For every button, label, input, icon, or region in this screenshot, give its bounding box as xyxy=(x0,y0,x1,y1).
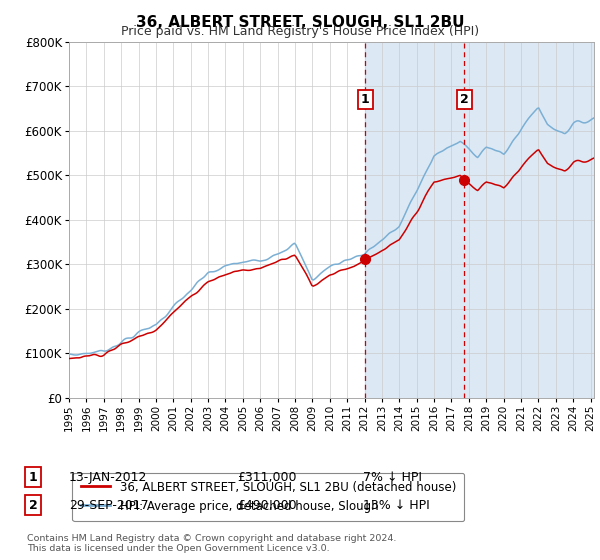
Text: Price paid vs. HM Land Registry's House Price Index (HPI): Price paid vs. HM Land Registry's House … xyxy=(121,25,479,38)
Text: 2: 2 xyxy=(29,498,37,512)
Text: 1: 1 xyxy=(29,470,37,484)
Text: 1: 1 xyxy=(361,94,370,106)
Text: 7% ↓ HPI: 7% ↓ HPI xyxy=(363,470,422,484)
Text: 36, ALBERT STREET, SLOUGH, SL1 2BU: 36, ALBERT STREET, SLOUGH, SL1 2BU xyxy=(136,15,464,30)
Text: 2: 2 xyxy=(460,94,469,106)
Legend: 36, ALBERT STREET, SLOUGH, SL1 2BU (detached house), HPI: Average price, detache: 36, ALBERT STREET, SLOUGH, SL1 2BU (deta… xyxy=(72,473,464,521)
Bar xyxy=(365,42,600,398)
Text: 13-JAN-2012: 13-JAN-2012 xyxy=(69,470,148,484)
Text: £490,000: £490,000 xyxy=(237,498,296,512)
Text: 13% ↓ HPI: 13% ↓ HPI xyxy=(363,498,430,512)
Text: 29-SEP-2017: 29-SEP-2017 xyxy=(69,498,149,512)
Text: £311,000: £311,000 xyxy=(237,470,296,484)
Text: Contains HM Land Registry data © Crown copyright and database right 2024.
This d: Contains HM Land Registry data © Crown c… xyxy=(27,534,397,553)
